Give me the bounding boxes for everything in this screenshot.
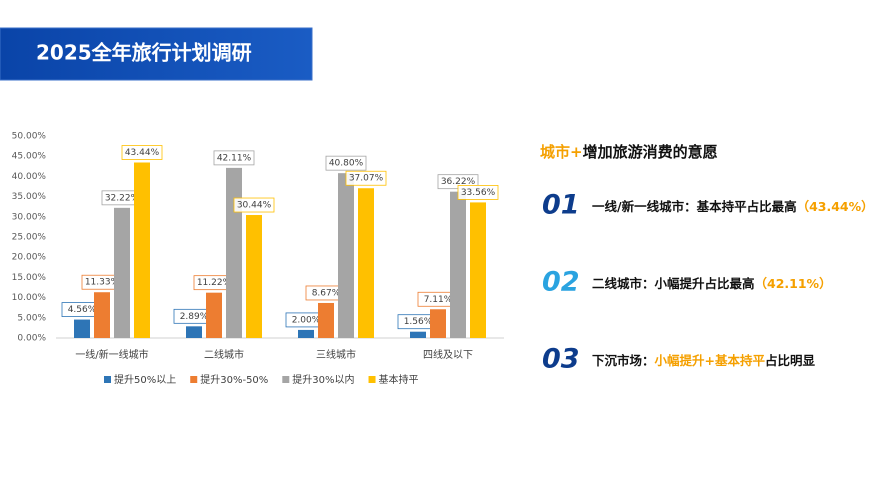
value-label: 1.56% [404,317,433,327]
legend-swatch [190,376,198,383]
value-label-box [345,170,387,186]
value-label: 33.56% [461,188,496,198]
item-highlight: （43.44%） [797,199,874,214]
value-label: 4.56% [68,305,97,315]
y-tick-label: 30.00% [12,212,47,222]
legend-swatch [368,376,376,383]
bar [450,191,466,338]
x-tick-label: 二线城市 [204,348,244,361]
bar [318,302,334,338]
bar [298,329,314,338]
value-label: 11.33% [85,278,120,288]
legend-label: 基本持平 [379,373,419,386]
bar [114,207,130,338]
bar [206,292,222,338]
item-text: 一线/新一线城市：基本持平占比最高（43.44%） [592,199,874,214]
item-number: 02 [542,267,580,298]
value-label-box [325,155,367,171]
legend-label: 提升30%-50% [200,374,268,386]
heading-rest: 增加旅游消费的意愿 [583,143,718,161]
value-label: 32.22% [105,193,140,203]
x-tick-label: 一线/新一线城市 [75,348,148,361]
item-text: 二线城市：小幅提升占比最高（42.11%） [592,276,832,291]
legend-swatch [104,376,111,383]
legend-label: 提升50%以上 [114,374,176,386]
bar [94,292,110,338]
legend-label: 提升30%以内 [292,373,354,386]
value-label-box [233,197,275,213]
heading-accent: 城市+ [540,143,583,161]
y-tick-label: 35.00% [12,192,47,202]
item-label: 一线/新一线城市：基本持平占比最高 [592,199,797,214]
bar [134,162,150,338]
value-label-box [213,150,255,166]
y-tick-label: 0.00% [17,334,46,344]
title-bar [0,27,313,81]
item-tail: 占比明显 [765,353,816,368]
y-tick-label: 5.00% [17,313,46,323]
value-label: 7.11% [424,295,453,305]
item-highlight: （42.11%） [755,276,832,291]
value-label: 42.11% [217,153,252,163]
bar [226,167,242,338]
item-text: 下沉市场：小幅提升+基本持平占比明显 [592,353,816,368]
bar [470,202,486,338]
value-label: 2.00% [292,315,321,325]
page-title: 2025全年旅行计划调研 [36,41,252,65]
value-label: 2.89% [180,312,209,322]
y-tick-label: 15.00% [12,273,47,283]
value-label: 30.44% [237,201,272,211]
bar [246,215,262,338]
item-highlight: 小幅提升+基本持平 [654,353,766,368]
item-number: 03 [542,344,580,375]
value-label: 40.80% [329,159,364,169]
value-label: 37.07% [349,174,384,184]
y-tick-label: 25.00% [12,233,47,243]
legend-swatch [282,376,290,383]
chart: 0.00% 5.00% 10.00% 15.00% 20.00% 25.00% 30.00%… [12,132,504,386]
value-label-box [121,145,163,160]
y-tick-label: 40.00% [12,172,47,182]
bar [338,173,354,338]
bar [410,331,426,338]
y-tick-label: 10.00% [12,293,47,303]
value-label: 43.44% [125,148,160,158]
bar [430,309,446,338]
y-tick-label: 50.00% [12,132,47,142]
panel-heading: 城市+增加旅游消费的意愿 [540,143,718,161]
value-label: 11.22% [197,278,232,288]
bar [186,326,202,338]
item-label: 二线城市：小幅提升占比最高 [592,276,755,291]
x-tick-label: 三线城市 [316,348,356,361]
value-label: 8.67% [312,288,341,298]
bar [74,319,90,338]
item-number: 01 [542,190,580,221]
x-tick-label: 四线及以下 [423,348,473,361]
value-label: 36.22% [441,177,476,187]
y-tick-label: 45.00% [12,152,47,162]
y-tick-label: 20.00% [12,253,47,263]
value-label-box [457,185,499,200]
bar [358,188,374,338]
item-label: 下沉市场： [592,353,655,368]
